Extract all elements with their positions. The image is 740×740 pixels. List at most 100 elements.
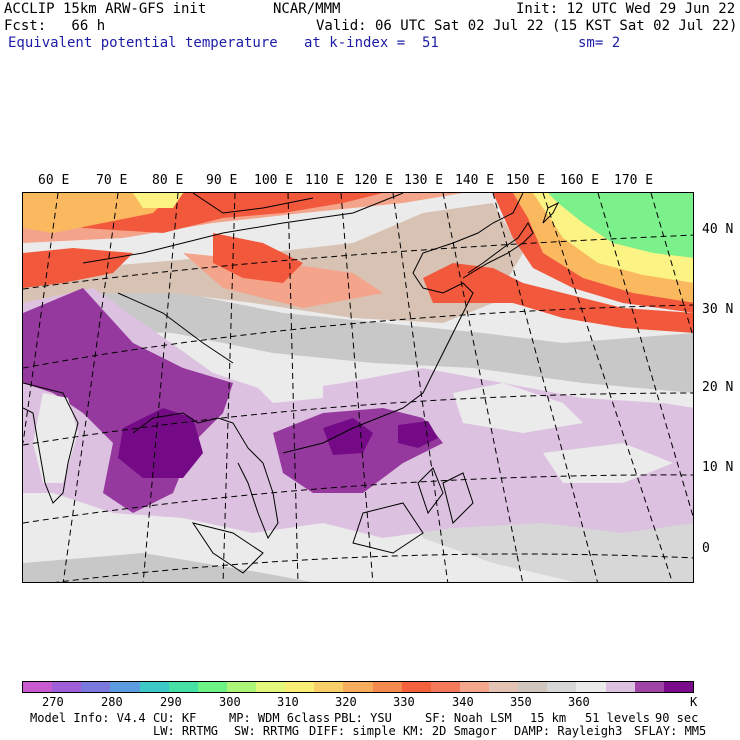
valid-time: Valid: 06 UTC Sat 02 Jul 22 (15 KST Sat … — [316, 18, 738, 34]
colorbar-tick-label: 360 — [568, 695, 590, 709]
meridian-line — [650, 193, 693, 338]
colorbar-swatch — [576, 682, 606, 692]
footer-lw: LW: RRTMG — [153, 724, 219, 738]
graticule — [23, 193, 693, 582]
coastline — [542, 201, 560, 224]
light-gray-field-area — [543, 443, 673, 483]
parallel-line — [23, 234, 693, 290]
colorbar-tick-label: 280 — [101, 695, 123, 709]
colorbar-swatch — [139, 682, 169, 692]
parallel-line — [23, 304, 693, 369]
meridian-line — [442, 193, 524, 582]
coastline — [352, 502, 424, 554]
colorbar-tick-label: 290 — [160, 695, 182, 709]
colorbar-swatch — [372, 682, 402, 692]
coastline — [132, 412, 279, 540]
colorbar-swatch — [81, 682, 111, 692]
footer-resolution: 15 km — [530, 711, 567, 725]
colorbar-swatch — [168, 682, 198, 692]
coastlines — [23, 193, 560, 574]
footer-sflay: SFLAY: MM5 — [634, 724, 707, 738]
meridian-line — [597, 193, 693, 518]
colorbar-tick-label: 350 — [510, 695, 532, 709]
colorbar-unit: K — [690, 695, 698, 709]
smoothing-label: sm= 2 — [578, 35, 621, 51]
colorbar-swatch — [226, 682, 256, 692]
colorbar-swatch — [518, 682, 548, 692]
forecast-hour: Fcst: 66 h — [4, 18, 106, 34]
colorbar-tick-label: 270 — [42, 695, 64, 709]
colorbar-swatch — [634, 682, 664, 692]
gray-field-area — [23, 553, 313, 582]
coastline — [82, 193, 404, 264]
lon-label: 160 E — [560, 173, 600, 188]
colorbar-swatch — [197, 682, 227, 692]
lon-label: 60 E — [38, 173, 70, 188]
meridian-line — [222, 193, 236, 582]
footer-pbl: PBL: YSU — [334, 711, 392, 725]
coastline — [192, 193, 314, 214]
gray-field-area — [23, 288, 693, 393]
colorbar — [22, 681, 694, 693]
lon-label: 100 E — [254, 173, 294, 188]
colorbar-swatch — [23, 682, 53, 692]
level-label: at k-index = 51 — [304, 35, 439, 51]
meridian-line — [392, 193, 449, 582]
colorbar-swatch — [489, 682, 519, 692]
field-name: Equivalent potential temperature — [8, 35, 278, 51]
footer-sw: SW: RRTMG — [234, 724, 300, 738]
colorbar-swatch — [110, 682, 140, 692]
colorbar-swatch — [343, 682, 373, 692]
lon-label: 70 E — [96, 173, 128, 188]
red-field-area — [423, 263, 693, 333]
model-title: ACCLIP 15km ARW-GFS init — [4, 1, 207, 17]
lon-label: 170 E — [614, 173, 654, 188]
footer-diff: DIFF: simple — [309, 724, 396, 738]
meridian-line — [23, 193, 59, 444]
yellow-field-area — [133, 193, 183, 208]
lat-label: 30 N — [702, 302, 734, 317]
meridian-line — [492, 193, 598, 582]
colorbar-tick-label: 300 — [219, 695, 241, 709]
parallel-line — [23, 474, 693, 524]
colorbar-swatch — [256, 682, 286, 692]
lat-label: 10 N — [702, 460, 734, 475]
colorbar-tick-label: 310 — [277, 695, 299, 709]
meridian-line — [62, 193, 119, 582]
footer-km: KM: 2D Smagor — [403, 724, 497, 738]
green-field-area — [548, 193, 693, 258]
lon-label: 130 E — [404, 173, 444, 188]
lon-label: 140 E — [455, 173, 495, 188]
lon-label: 90 E — [206, 173, 238, 188]
coastline — [282, 193, 524, 454]
light-gray-field-area — [243, 363, 323, 403]
light-gray-field-area — [453, 383, 583, 433]
coastline — [462, 222, 534, 279]
colorbar-swatch — [547, 682, 577, 692]
footer-sf: SF: Noah LSM — [425, 711, 512, 725]
footer-mp: MP: WDM 6class — [229, 711, 331, 725]
lat-label: 40 N — [702, 222, 734, 237]
lon-label: 110 E — [305, 173, 345, 188]
colorbar-swatch — [401, 682, 431, 692]
lat-label: 0 — [702, 541, 710, 556]
coastline — [117, 292, 234, 364]
colorbar-tick-label: 320 — [335, 695, 357, 709]
red-field-area — [23, 248, 133, 288]
coastline — [442, 472, 474, 524]
red-field-area — [213, 233, 303, 283]
meridian-line — [340, 193, 374, 582]
lat-label: 20 N — [702, 380, 734, 395]
lon-label: 120 E — [354, 173, 394, 188]
lon-label: 80 E — [152, 173, 184, 188]
init-time: Init: 12 UTC Wed 29 Jun 22 — [516, 1, 736, 17]
theta-e-map — [22, 192, 694, 583]
coastline — [417, 467, 444, 515]
colorbar-swatch — [52, 682, 82, 692]
colorbar-swatch — [314, 682, 344, 692]
parallel-line — [54, 553, 693, 582]
org-label: NCAR/MMM — [273, 1, 341, 17]
colorbar-tick-label: 330 — [393, 695, 415, 709]
meridian-line — [142, 193, 179, 582]
colorbar-swatch — [430, 682, 460, 692]
